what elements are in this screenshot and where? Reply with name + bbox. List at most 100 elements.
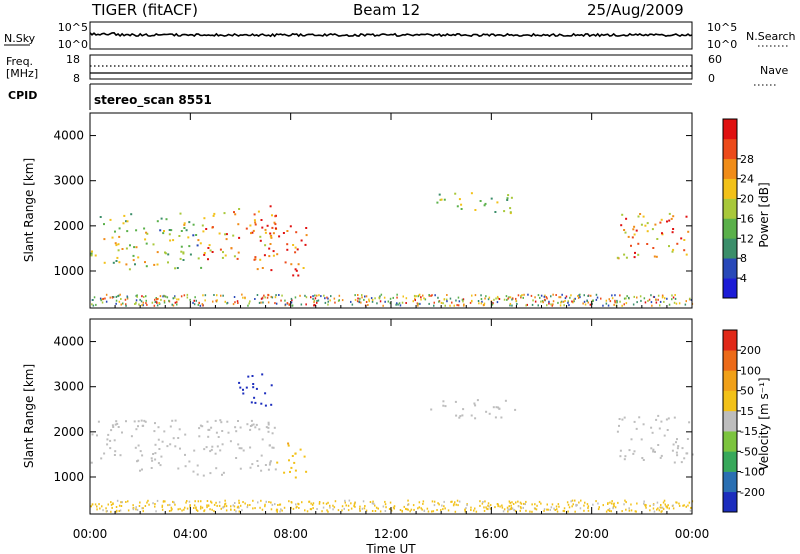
ground-scatter-mark — [516, 303, 518, 305]
range-gate-mark — [206, 420, 209, 423]
ground-scatter-mark — [176, 298, 178, 301]
range-gate-mark — [459, 415, 462, 418]
range-gate-mark — [672, 443, 675, 446]
range-gate-mark — [174, 419, 177, 422]
range-gate-mark — [180, 230, 183, 232]
ground-scatter-mark — [477, 300, 480, 302]
range-gate-mark — [202, 474, 205, 477]
ground-scatter-mark — [558, 296, 560, 299]
ground-scatter-mark — [247, 304, 249, 307]
ground-scatter-mark — [510, 508, 512, 510]
ground-scatter-mark — [390, 509, 393, 512]
range-gate-mark — [490, 197, 493, 200]
ground-scatter-mark — [481, 300, 483, 303]
range-gate-mark — [249, 428, 252, 431]
ground-scatter-mark — [507, 297, 509, 300]
ground-scatter-mark — [195, 299, 197, 302]
ground-scatter-mark — [597, 502, 599, 505]
ground-scatter-mark — [553, 507, 555, 510]
range-gate-mark — [270, 236, 273, 239]
ground-scatter-mark — [252, 507, 254, 510]
ground-scatter-mark — [323, 294, 325, 297]
range-gate-mark — [239, 386, 242, 389]
ground-scatter-mark — [199, 304, 202, 307]
range-gate-mark — [514, 408, 517, 411]
ground-scatter-mark — [297, 502, 299, 505]
ground-scatter-mark — [496, 295, 499, 298]
ground-scatter-mark — [275, 294, 277, 297]
ground-scatter-mark — [290, 301, 293, 304]
range-gate-mark — [229, 440, 232, 443]
ground-scatter-mark — [498, 298, 501, 300]
ground-scatter-mark — [415, 295, 417, 298]
ground-scatter-mark — [145, 302, 147, 305]
ground-scatter-mark — [607, 304, 610, 307]
ground-scatter-mark — [383, 296, 386, 299]
ground-scatter-mark — [567, 301, 569, 304]
ground-scatter-mark — [314, 297, 317, 300]
ground-scatter-mark — [104, 297, 106, 300]
range-gate-mark — [300, 239, 303, 242]
ground-scatter-mark — [685, 505, 687, 508]
ground-scatter-mark — [656, 501, 659, 504]
ground-scatter-mark — [531, 303, 534, 306]
ground-scatter-mark — [428, 294, 430, 296]
ground-scatter-mark — [270, 501, 272, 504]
ground-scatter-mark — [359, 297, 361, 300]
colorbar-swatch — [723, 431, 737, 452]
ground-scatter-mark — [283, 506, 286, 509]
ground-scatter-mark — [345, 504, 347, 507]
range-gate-mark — [207, 247, 210, 249]
range-gate-mark — [106, 438, 109, 441]
ground-scatter-mark — [522, 502, 525, 505]
ground-scatter-mark — [239, 504, 242, 507]
ground-scatter-mark — [115, 506, 118, 508]
range-gate-mark — [178, 428, 181, 431]
range-gate-mark — [289, 470, 291, 473]
ground-scatter-mark — [314, 304, 316, 307]
range-gate-mark — [637, 242, 640, 245]
ground-scatter-mark — [120, 303, 122, 306]
range-gate-mark — [118, 235, 121, 238]
range-gate-mark — [137, 459, 140, 462]
ground-scatter-mark — [546, 297, 548, 300]
range-gate-mark — [111, 236, 114, 239]
ground-scatter-mark — [614, 299, 616, 302]
range-gate-mark — [676, 242, 679, 245]
range-gate-mark — [152, 453, 155, 455]
ground-scatter-mark — [172, 304, 175, 307]
range-gate-mark — [658, 427, 661, 430]
range-gate-mark — [663, 434, 666, 437]
ground-scatter-mark — [497, 297, 499, 300]
range-gate-mark — [438, 193, 441, 196]
range-gate-mark — [116, 256, 119, 259]
range-gate-mark — [264, 392, 267, 395]
colorbar-tick-label: 50 — [740, 385, 754, 398]
range-gate-mark — [460, 208, 463, 210]
ground-scatter-mark — [440, 301, 443, 304]
ground-scatter-mark — [534, 507, 536, 510]
range-gate-mark — [245, 386, 248, 389]
ground-scatter-mark — [235, 510, 237, 513]
range-gate-mark — [286, 230, 289, 232]
ground-scatter-mark — [660, 510, 662, 513]
ground-scatter-mark — [550, 303, 552, 306]
range-gate-mark — [134, 446, 137, 449]
range-gate-mark — [470, 192, 473, 195]
ground-scatter-mark — [174, 503, 176, 506]
range-gate-mark — [503, 210, 506, 213]
range-gate-mark — [192, 470, 195, 473]
ground-scatter-mark — [447, 509, 450, 512]
ground-scatter-mark — [413, 508, 415, 511]
range-gate-mark — [680, 237, 683, 240]
ground-scatter-mark — [142, 510, 144, 513]
ground-scatter-mark — [531, 503, 533, 506]
ground-scatter-mark — [142, 304, 144, 307]
ground-scatter-mark — [244, 502, 246, 505]
range-gate-mark — [633, 256, 636, 259]
noise-sky-trace — [89, 31, 693, 38]
range-gate-mark — [96, 434, 98, 437]
ground-scatter-mark — [199, 507, 202, 510]
range-gate-mark — [129, 244, 131, 247]
ground-scatter-mark — [354, 501, 356, 504]
